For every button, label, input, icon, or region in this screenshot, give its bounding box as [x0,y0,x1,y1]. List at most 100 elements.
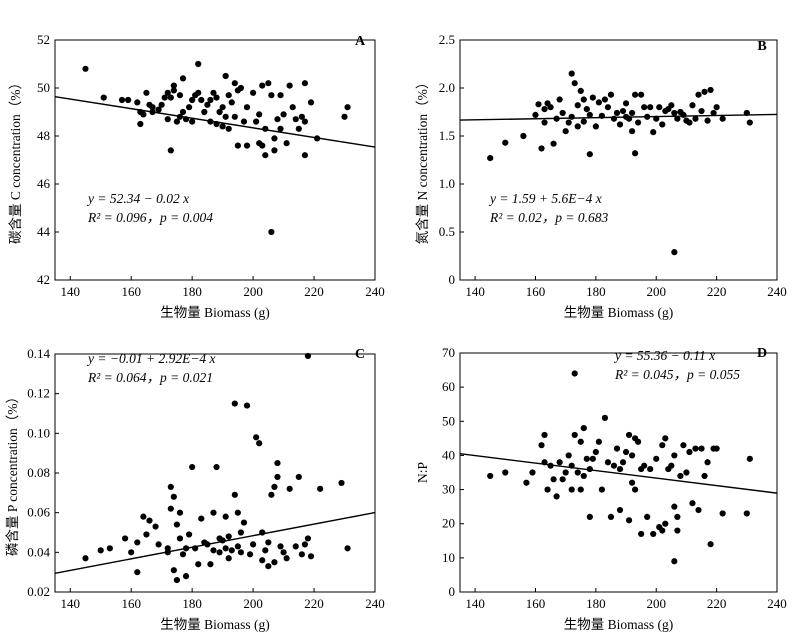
scatter-point [225,125,232,132]
scatter-point [100,94,107,101]
scatter-point [553,115,560,122]
x-axis-label: 生物量 Biomass (g) [160,617,270,632]
scatter-point [277,92,284,99]
scatter-point [176,113,184,120]
scatter-point [170,493,177,500]
scatter-point [562,469,569,476]
scatter-point [704,459,711,466]
scatter-point [616,506,624,514]
scatter-point [216,108,223,116]
y-tick-label: 2.5 [439,32,455,47]
scatter-point [210,509,217,516]
regression-line [459,452,778,494]
scatter-point [292,116,299,123]
scatter-point [341,113,348,120]
scatter-point [610,115,618,122]
scatter-point [219,104,226,111]
x-tick-label: 160 [121,284,141,299]
scatter-point [268,491,275,498]
scatter-point [577,438,584,445]
scatter-point [601,414,609,421]
y-tick-label: 20 [442,516,455,531]
scatter-point [653,115,660,122]
x-tick-label: 240 [365,596,385,611]
scatter-point [580,425,587,432]
scatter-point [580,118,587,125]
scatter-point [173,577,181,584]
scatter-point [307,99,315,106]
scatter-point [225,92,232,99]
scatter-point [692,115,699,122]
scatter-point [713,104,720,111]
scatter-point [532,111,539,118]
scatter-point [253,434,260,441]
scatter-point [628,452,636,459]
regression-equation-line: y = 52.34 − 0.02 x [86,191,189,206]
scatter-point [574,102,581,109]
scatter-point [301,118,309,125]
y-tick-label: 1.5 [439,128,455,143]
scatter-point [544,486,551,493]
scatter-point [265,563,272,570]
scatter-point [635,119,642,126]
scatter-point [502,139,509,146]
scatter-point [616,121,624,128]
scatter-point [277,125,284,132]
scatter-point [541,119,548,126]
scatter-point [307,553,315,560]
scatter-point [170,82,177,89]
scatter-point [167,483,174,490]
scatter-point [674,115,681,122]
y-axis-label: 碳含量 C concentration（%） [8,76,23,244]
scatter-point [301,541,309,548]
scatter-point [304,352,312,360]
scatter-point [598,486,605,493]
x-tick-label: 160 [526,596,546,611]
x-tick-label: 200 [646,284,666,299]
scatter-point [635,438,642,445]
scatter-point [698,445,705,452]
scatter-point [598,112,605,119]
scatter-point [179,75,187,82]
scatter-point [106,545,113,552]
scatter-point [650,129,657,136]
scatter-point [686,448,693,456]
scatter-point [240,519,248,526]
y-tick-label: 70 [442,345,455,360]
scatter-point [167,505,174,512]
scatter-point [604,459,612,466]
scatter-point [550,140,557,147]
scatter-point [580,472,587,480]
scatter-point [559,476,566,483]
scatter-point [529,469,536,476]
scatter-point [659,442,666,449]
scatter-point [592,123,599,130]
scatter-point [173,521,181,528]
scatter-point [298,551,305,558]
scatter-point [182,573,190,580]
scatter-point [176,92,184,99]
scatter-point [668,102,675,109]
scatter-point [568,462,575,469]
scatter-point [259,142,266,149]
scatter-point [580,96,587,103]
scatter-point [538,145,545,152]
scatter-point [553,493,560,500]
regression-equation-line: R² = 0.096，p = 0.004 [87,210,213,225]
scatter-point [228,547,235,554]
scatter-point [243,104,251,111]
scatter-point [677,472,684,480]
x-tick-label: 220 [304,596,324,611]
scatter-point [243,142,251,149]
scatter-point [228,99,235,106]
scatter-point [134,539,141,546]
scatter-point [686,119,693,126]
scatter-point [659,121,666,128]
scatter-point [547,104,554,111]
scatter-point [304,535,312,542]
scatter-point [520,132,527,140]
scatter-point [559,109,566,117]
y-tick-label: 50 [442,413,455,428]
x-tick-label: 200 [243,596,263,611]
scatter-point [189,118,196,125]
